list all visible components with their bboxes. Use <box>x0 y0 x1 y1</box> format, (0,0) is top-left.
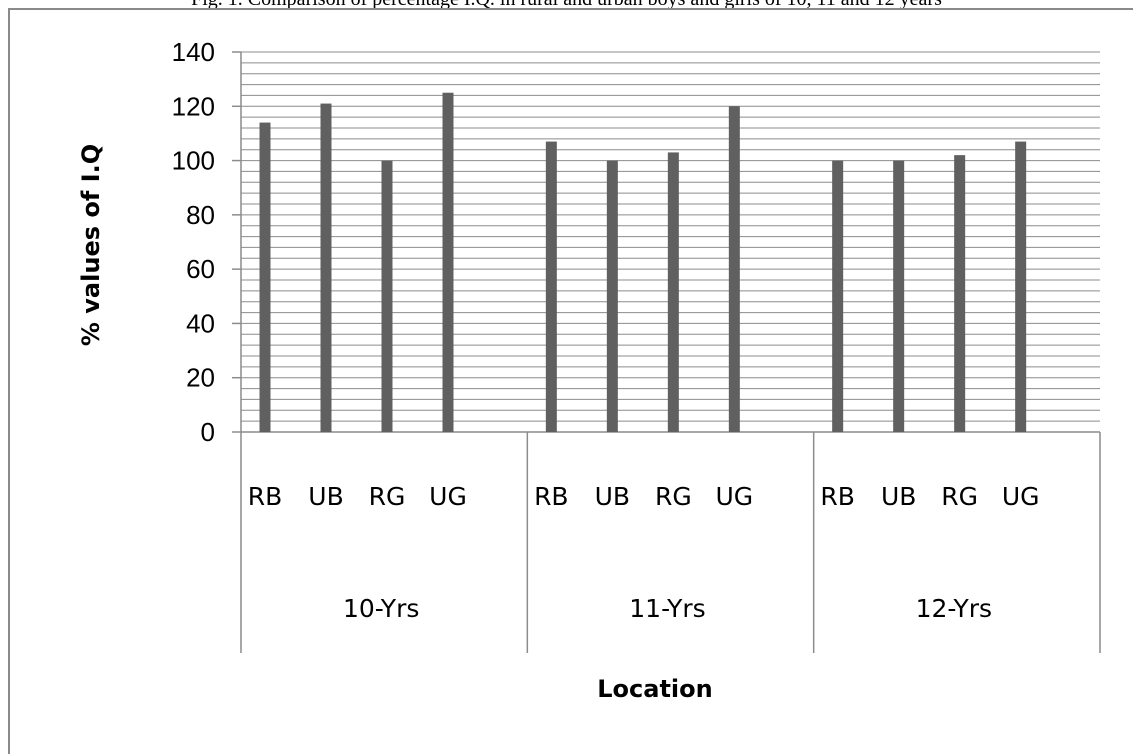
bar <box>667 152 679 432</box>
y-tick-label: 40 <box>186 308 215 338</box>
x-axis-title: Location <box>597 675 712 703</box>
bar <box>259 122 271 433</box>
category-label: RB <box>534 482 569 511</box>
bar <box>832 160 844 433</box>
category-label: RG <box>941 482 978 511</box>
bar <box>606 160 618 433</box>
chart-frame <box>8 8 1133 754</box>
category-label: UG <box>715 482 753 511</box>
bar <box>320 103 332 433</box>
category-label: UG <box>1002 482 1040 511</box>
bar <box>442 92 454 432</box>
category-label: RB <box>820 482 855 511</box>
figure-caption: Fig. 1. Comparison of percentage I.Q. in… <box>0 0 1133 10</box>
group-label: 11-Yrs <box>629 594 705 623</box>
bars <box>259 92 1027 433</box>
category-label: RG <box>655 482 692 511</box>
category-label: UB <box>595 482 630 511</box>
bar <box>1015 141 1027 433</box>
axes <box>232 51 1101 653</box>
bar <box>954 155 966 432</box>
group-label: 12-Yrs <box>916 594 992 623</box>
y-tick-label: 20 <box>186 363 215 393</box>
group-label: 10-Yrs <box>343 594 419 623</box>
y-tick-label: 140 <box>172 37 215 67</box>
category-label: RB <box>248 482 283 511</box>
category-label: UB <box>308 482 343 511</box>
bar <box>381 160 393 433</box>
y-tick-label: 0 <box>201 417 215 447</box>
y-tick-label: 120 <box>172 91 215 121</box>
bar <box>545 141 557 433</box>
category-label: UB <box>881 482 916 511</box>
y-tick-label: 100 <box>172 146 215 176</box>
y-axis-title: % values of I.Q <box>77 144 105 346</box>
category-label: RG <box>369 482 406 511</box>
category-label: UG <box>429 482 467 511</box>
bar <box>893 160 905 433</box>
labels: 0 20 40 60 80 100 120 140 RB UB RG UG 10-Yrs RB UB RG UG… <box>172 37 1040 623</box>
y-tick-label: 60 <box>186 254 215 284</box>
y-tick-label: 80 <box>186 200 215 230</box>
bar <box>728 106 740 433</box>
